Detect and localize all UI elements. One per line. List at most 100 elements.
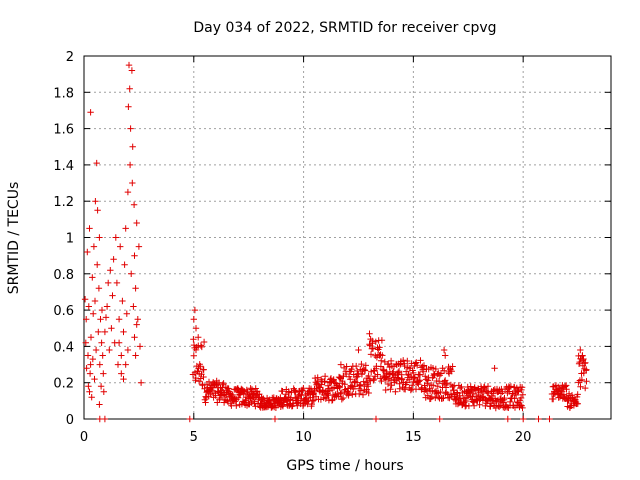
data-point: [103, 303, 111, 310]
x-axis-label: GPS time / hours: [286, 458, 403, 474]
data-point: [308, 400, 315, 408]
data-point: [252, 385, 259, 392]
data-point: [458, 383, 465, 391]
data-point: [580, 355, 587, 363]
data-point: [97, 383, 105, 390]
data-point: [84, 248, 91, 256]
data-point: [101, 328, 109, 336]
data-point: [436, 415, 443, 423]
data-point: [321, 373, 329, 380]
data-point: [192, 346, 200, 354]
data-point: [235, 394, 242, 401]
data-point: [583, 366, 590, 373]
data-point: [519, 391, 526, 398]
data-point: [390, 368, 397, 375]
data-point: [404, 357, 411, 365]
data-point: [114, 361, 122, 368]
data-point: [583, 378, 590, 385]
data-point: [135, 243, 143, 250]
data-point: [87, 361, 94, 368]
data-point: [136, 343, 144, 350]
data-point: [83, 316, 90, 323]
data-point: [95, 328, 102, 336]
data-point: [347, 376, 354, 383]
data-point: [380, 367, 388, 374]
data-point: [372, 415, 380, 423]
data-point: [344, 388, 351, 396]
data-point: [348, 382, 355, 389]
data-point: [484, 383, 492, 390]
data-point: [118, 352, 125, 359]
data-point: [119, 297, 126, 305]
data-point: [435, 378, 443, 385]
data-point: [476, 401, 483, 408]
data-point: [407, 386, 414, 394]
data-point: [120, 375, 127, 383]
data-point: [430, 382, 437, 389]
data-point: [443, 380, 451, 387]
data-point: [378, 377, 385, 385]
data-point: [448, 368, 455, 375]
y-tick-label: 1.6: [53, 123, 74, 138]
data-point: [125, 61, 133, 69]
data-point: [582, 384, 589, 392]
data-point: [518, 384, 526, 391]
data-point: [317, 384, 324, 391]
data-point: [117, 243, 124, 250]
data-point: [128, 67, 136, 74]
data-point: [435, 393, 442, 401]
data-point: [200, 338, 208, 346]
data-point: [384, 380, 392, 388]
data-point: [475, 392, 482, 399]
data-point: [248, 386, 256, 393]
data-point: [341, 381, 348, 388]
data-point: [437, 388, 444, 396]
data-point: [337, 390, 344, 397]
data-point: [577, 383, 584, 390]
data-point: [96, 415, 103, 423]
data-point: [433, 390, 440, 397]
data-point: [130, 201, 138, 208]
data-point: [359, 391, 367, 398]
y-tick-label: 0.8: [53, 268, 74, 283]
data-point: [345, 390, 352, 397]
data-point: [200, 373, 207, 381]
data-point: [546, 415, 553, 423]
data-point: [99, 352, 106, 359]
tick-labels: 00.20.40.60.811.21.41.61.820 5 10 15 20: [53, 50, 531, 445]
data-point: [370, 375, 378, 383]
y-tick-label: 0.4: [53, 340, 74, 355]
data-point: [520, 415, 527, 423]
data-point: [343, 370, 350, 378]
data-point: [507, 383, 515, 390]
data-point: [441, 367, 448, 374]
data-point: [493, 398, 500, 405]
data-point: [424, 392, 431, 399]
data-points: [81, 61, 590, 423]
data-point: [89, 355, 96, 363]
data-point: [336, 384, 343, 391]
data-point: [130, 303, 137, 310]
data-point: [118, 370, 125, 377]
data-point: [96, 234, 103, 241]
data-point: [424, 380, 431, 387]
data-point: [98, 306, 106, 314]
data-point: [574, 391, 581, 398]
data-point: [92, 198, 99, 205]
data-point: [199, 382, 206, 389]
data-point: [317, 396, 325, 403]
data-point: [560, 391, 568, 398]
data-point: [415, 378, 423, 385]
data-point: [432, 365, 439, 373]
data-point: [365, 389, 372, 397]
y-tick-label: 0.6: [53, 304, 74, 319]
grid-lines: [84, 56, 611, 419]
plot-frame: [83, 55, 612, 420]
data-point: [124, 188, 132, 196]
data-point: [324, 390, 331, 397]
data-point: [369, 345, 377, 352]
data-point: [190, 316, 197, 323]
data-point: [131, 252, 138, 259]
data-point: [94, 207, 101, 214]
data-point: [535, 415, 542, 423]
